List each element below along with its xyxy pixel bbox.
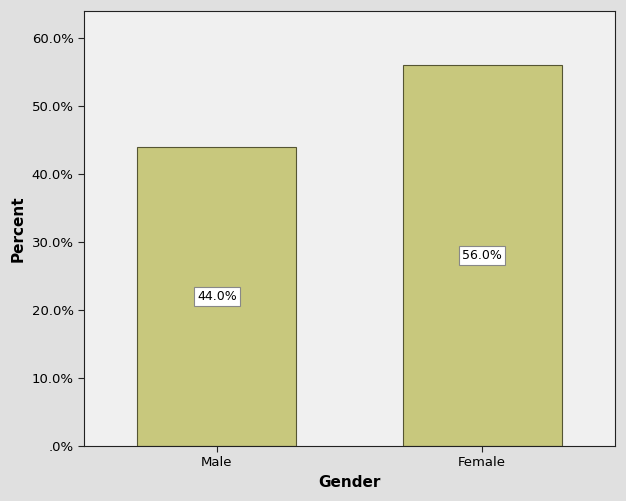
Y-axis label: Percent: Percent: [11, 195, 26, 262]
Bar: [403, 66, 562, 446]
X-axis label: Gender: Gender: [318, 475, 381, 490]
Text: 44.0%: 44.0%: [197, 290, 237, 303]
Bar: [137, 147, 296, 446]
Text: 56.0%: 56.0%: [462, 249, 502, 262]
